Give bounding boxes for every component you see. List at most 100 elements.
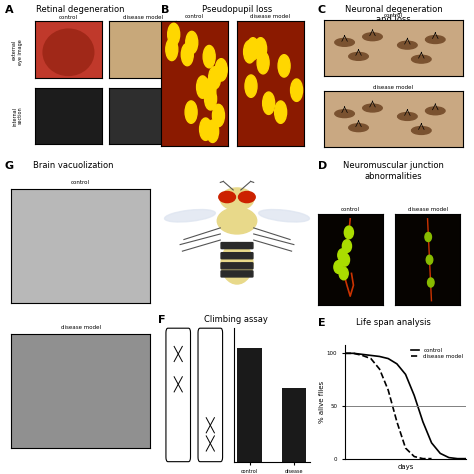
FancyBboxPatch shape bbox=[166, 328, 191, 462]
Circle shape bbox=[274, 101, 287, 123]
Legend: control, disease model: control, disease model bbox=[410, 347, 464, 359]
Text: control: control bbox=[341, 207, 360, 211]
Text: C: C bbox=[318, 5, 326, 15]
disease model bbox=[385, 387, 391, 393]
Text: Neuronal degeneration
and loss: Neuronal degeneration and loss bbox=[345, 5, 442, 24]
Circle shape bbox=[263, 92, 274, 114]
Text: control: control bbox=[384, 13, 403, 18]
FancyBboxPatch shape bbox=[221, 243, 253, 249]
Circle shape bbox=[238, 191, 255, 202]
Circle shape bbox=[340, 254, 349, 266]
Ellipse shape bbox=[221, 243, 253, 284]
Circle shape bbox=[335, 38, 355, 46]
control bbox=[385, 356, 391, 361]
Circle shape bbox=[349, 53, 368, 60]
Text: control: control bbox=[71, 181, 90, 185]
control bbox=[368, 353, 374, 358]
disease model bbox=[411, 454, 417, 459]
Bar bbox=[237, 348, 262, 462]
Text: Retinal degeneration: Retinal degeneration bbox=[36, 5, 125, 14]
Ellipse shape bbox=[259, 210, 310, 222]
FancyBboxPatch shape bbox=[198, 328, 223, 462]
Text: disease model: disease model bbox=[408, 207, 447, 211]
Text: Pseudopupil loss: Pseudopupil loss bbox=[202, 5, 272, 14]
Circle shape bbox=[245, 75, 257, 97]
Circle shape bbox=[255, 37, 266, 60]
Text: internal
section: internal section bbox=[12, 107, 23, 126]
Text: external
eye image: external eye image bbox=[12, 40, 23, 65]
Circle shape bbox=[426, 107, 445, 115]
Line: control: control bbox=[345, 353, 466, 459]
Circle shape bbox=[363, 104, 382, 112]
Bar bbox=[282, 388, 306, 462]
Circle shape bbox=[219, 191, 236, 202]
Ellipse shape bbox=[217, 208, 257, 234]
Circle shape bbox=[339, 267, 348, 280]
Circle shape bbox=[338, 249, 347, 262]
disease model bbox=[351, 350, 356, 356]
Circle shape bbox=[186, 31, 198, 54]
FancyBboxPatch shape bbox=[221, 271, 253, 277]
Text: F: F bbox=[158, 315, 165, 325]
disease model bbox=[428, 456, 434, 462]
Circle shape bbox=[209, 67, 220, 89]
Circle shape bbox=[205, 88, 217, 110]
Circle shape bbox=[166, 38, 178, 61]
Text: control: control bbox=[185, 14, 204, 19]
disease model bbox=[377, 366, 383, 372]
disease model bbox=[368, 356, 374, 361]
disease model bbox=[359, 353, 365, 358]
Circle shape bbox=[411, 127, 431, 135]
Circle shape bbox=[425, 232, 431, 242]
control bbox=[342, 350, 348, 356]
Circle shape bbox=[278, 55, 290, 77]
Circle shape bbox=[220, 188, 254, 210]
control bbox=[446, 455, 452, 460]
Circle shape bbox=[215, 59, 227, 81]
Circle shape bbox=[185, 101, 197, 123]
Circle shape bbox=[363, 33, 382, 41]
Text: Climbing assay: Climbing assay bbox=[204, 315, 268, 324]
FancyBboxPatch shape bbox=[221, 263, 253, 269]
Circle shape bbox=[244, 41, 255, 63]
control bbox=[377, 354, 383, 359]
Text: Brain vacuolization: Brain vacuolization bbox=[33, 161, 113, 170]
Text: G: G bbox=[5, 161, 14, 171]
Circle shape bbox=[203, 46, 215, 68]
disease model bbox=[420, 456, 426, 462]
Text: disease model: disease model bbox=[61, 325, 100, 330]
Circle shape bbox=[398, 41, 417, 49]
Text: disease model: disease model bbox=[374, 84, 413, 90]
Ellipse shape bbox=[164, 210, 215, 222]
Text: disease model: disease model bbox=[250, 14, 291, 19]
Circle shape bbox=[426, 36, 445, 44]
disease model bbox=[394, 419, 400, 425]
Text: A: A bbox=[5, 5, 13, 15]
Ellipse shape bbox=[42, 28, 94, 76]
Circle shape bbox=[291, 79, 302, 101]
Circle shape bbox=[344, 226, 354, 239]
Text: disease model: disease model bbox=[123, 15, 163, 20]
Circle shape bbox=[247, 38, 259, 60]
Text: D: D bbox=[318, 161, 327, 171]
Circle shape bbox=[207, 120, 219, 143]
Circle shape bbox=[181, 43, 193, 66]
Text: control: control bbox=[59, 15, 78, 20]
Text: B: B bbox=[161, 5, 170, 15]
Circle shape bbox=[349, 124, 368, 132]
Circle shape bbox=[212, 104, 225, 127]
control bbox=[359, 352, 365, 357]
control bbox=[438, 450, 443, 456]
FancyBboxPatch shape bbox=[221, 253, 253, 259]
control bbox=[420, 419, 426, 425]
X-axis label: days: days bbox=[397, 464, 414, 470]
Circle shape bbox=[200, 118, 211, 140]
Circle shape bbox=[398, 112, 417, 120]
control bbox=[351, 350, 356, 356]
disease model bbox=[403, 445, 409, 451]
control bbox=[464, 456, 469, 462]
Text: Life span analysis: Life span analysis bbox=[356, 318, 431, 327]
Text: E: E bbox=[318, 318, 325, 328]
Line: disease model: disease model bbox=[345, 353, 431, 459]
Circle shape bbox=[428, 278, 434, 287]
